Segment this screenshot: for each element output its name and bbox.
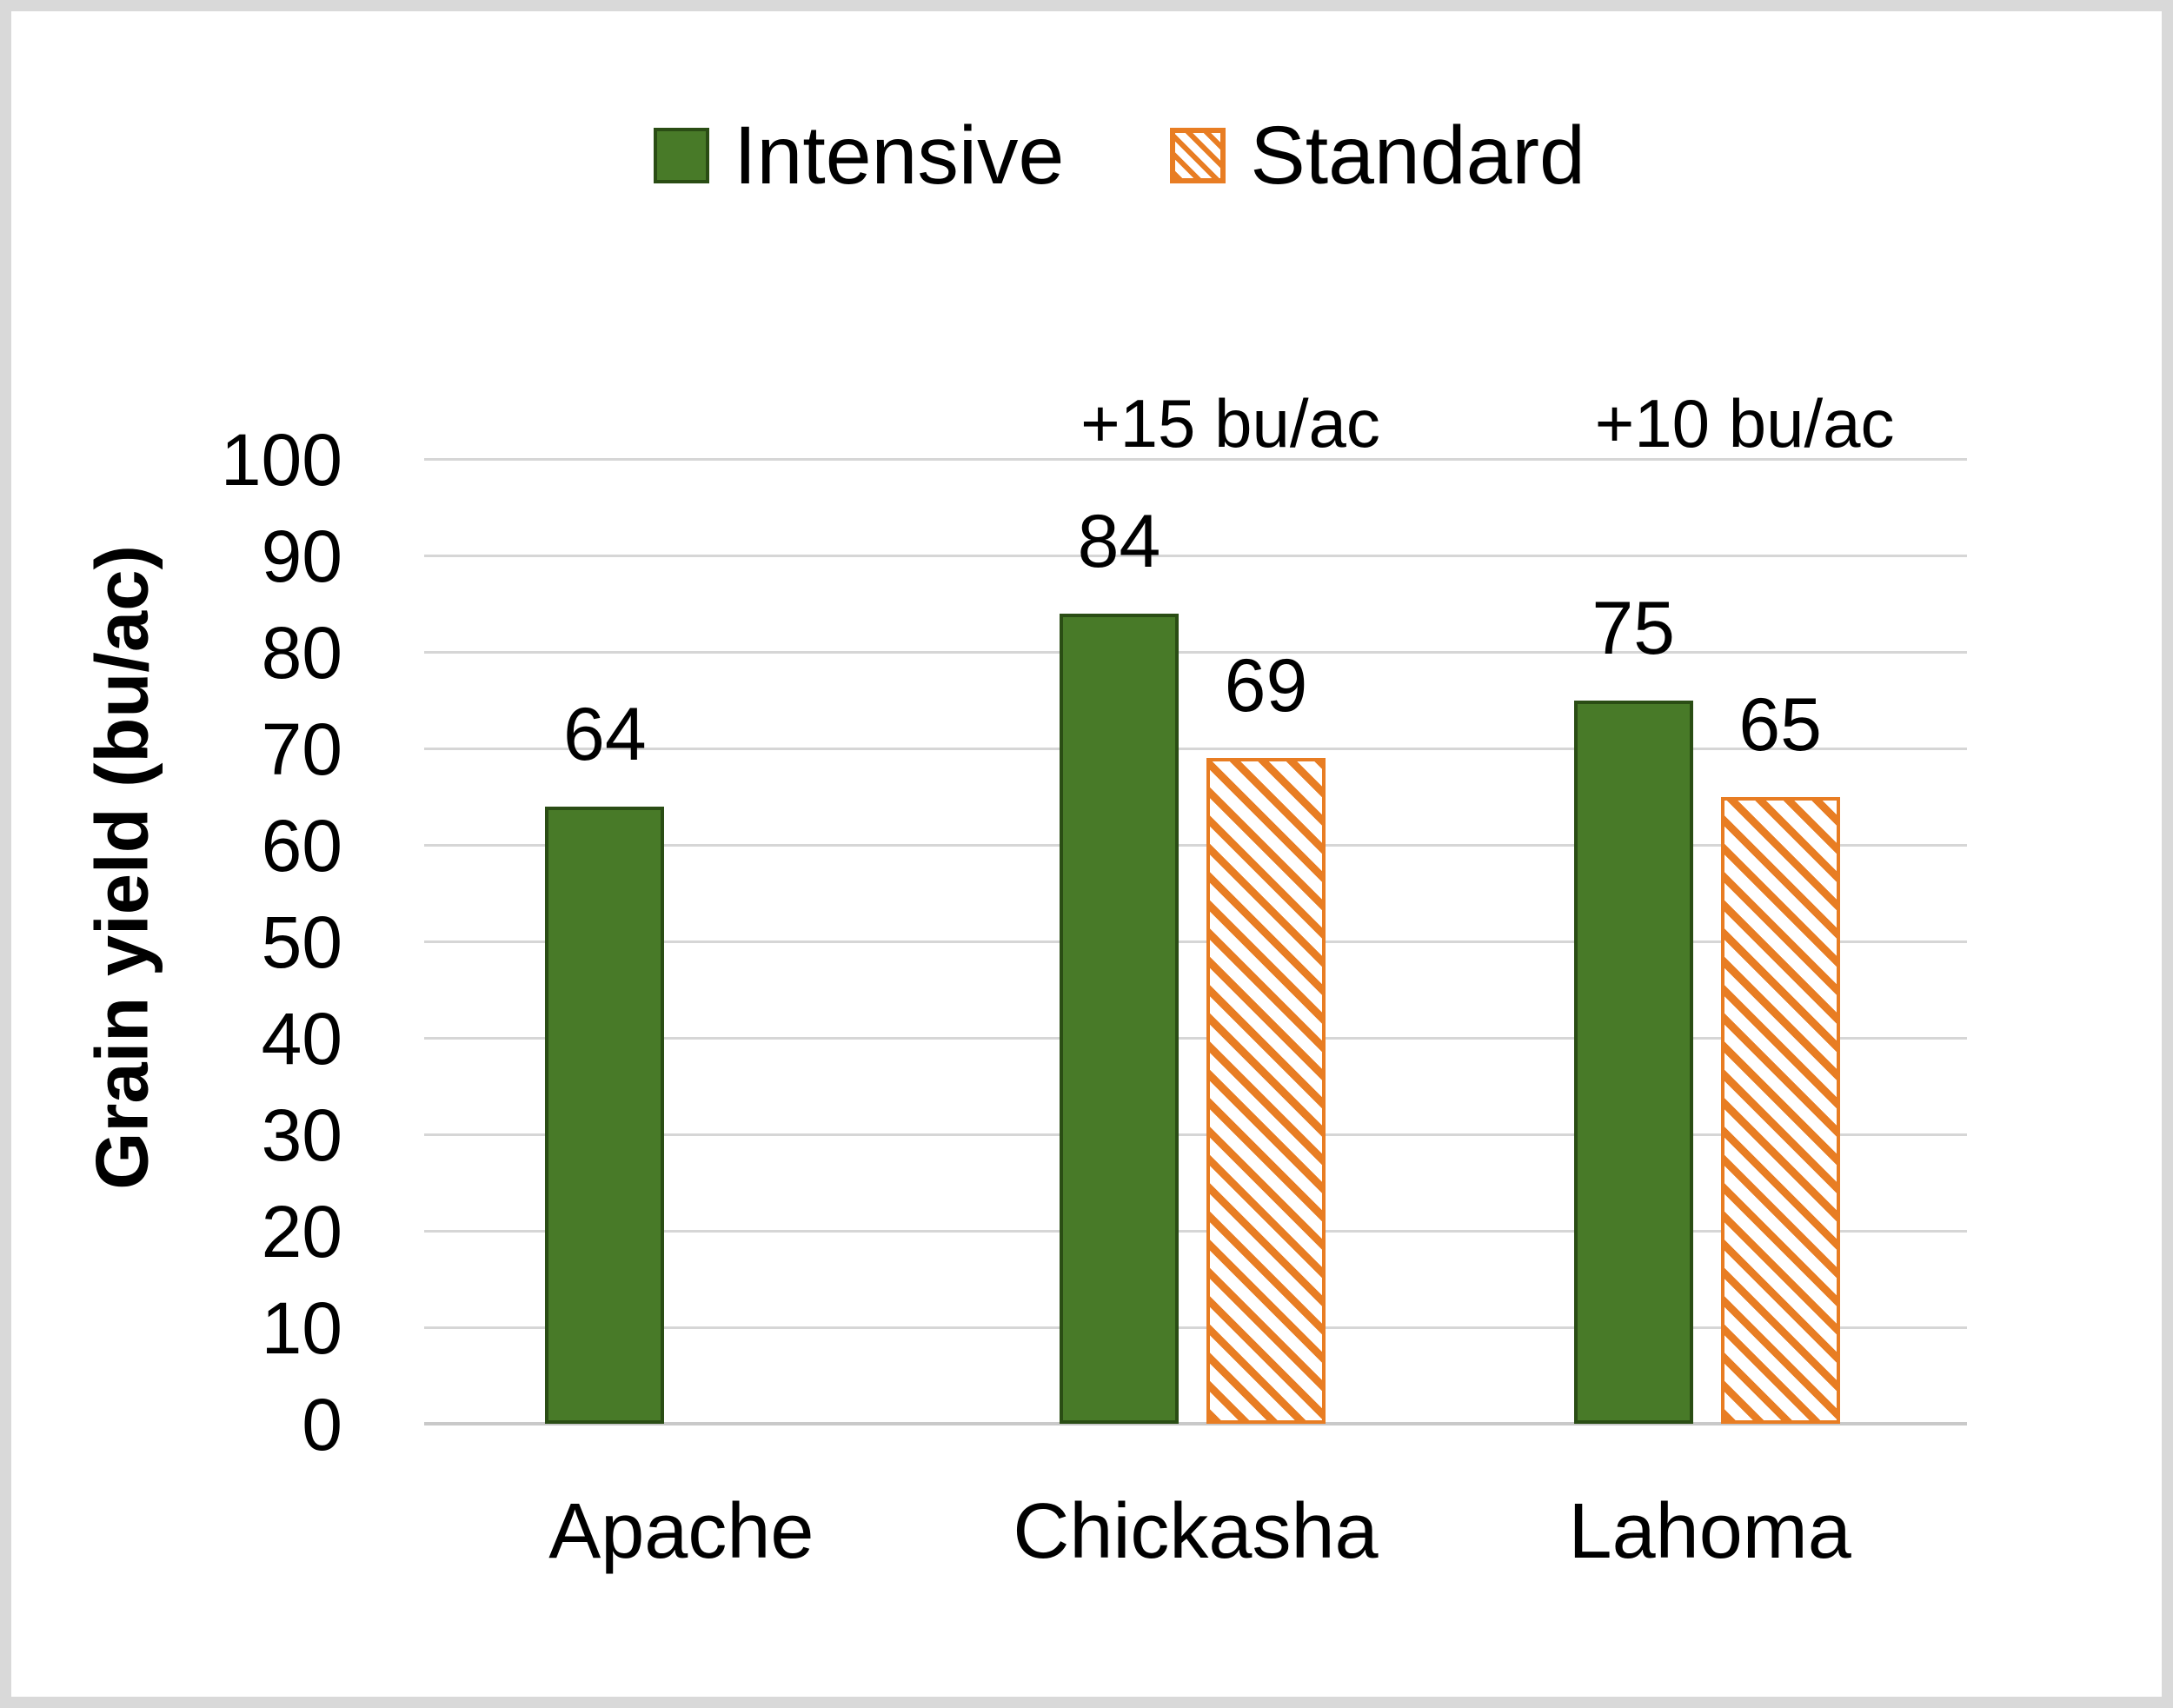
y-tick-40: 40 xyxy=(261,998,342,1080)
x-label-apache: Apache xyxy=(548,1488,814,1575)
annotation-chickasha: +15 bu/ac xyxy=(1080,385,1380,462)
y-tick-80: 80 xyxy=(261,612,342,694)
y-tick-50: 50 xyxy=(261,901,342,983)
y-tick-70: 70 xyxy=(261,708,342,790)
bar-lahoma-standard xyxy=(1720,796,1840,1424)
y-tick-20: 20 xyxy=(261,1191,342,1273)
legend-swatch-standard xyxy=(1170,128,1226,183)
legend-swatch-intensive xyxy=(654,128,710,183)
value-label-chickasha-intensive: 84 xyxy=(1077,499,1161,583)
value-label-lahoma-standard: 65 xyxy=(1738,682,1822,767)
bar-chickasha-intensive xyxy=(1060,613,1179,1424)
gridline-100 xyxy=(424,457,1967,461)
y-tick-60: 60 xyxy=(261,805,342,887)
annotation-lahoma: +10 bu/ac xyxy=(1594,385,1895,462)
value-label-apache-intensive: 64 xyxy=(562,692,647,776)
gridline-40 xyxy=(424,1036,1967,1040)
x-axis-line xyxy=(424,1422,1967,1426)
gridline-80 xyxy=(424,650,1967,654)
gridline-70 xyxy=(424,747,1967,750)
y-tick-100: 100 xyxy=(220,419,342,501)
legend-item-standard: Standard xyxy=(1170,109,1585,202)
gridline-20 xyxy=(424,1229,1967,1233)
plot-area: 64 84 75 69 65 +15 bu/ac +10 bu/ac xyxy=(424,389,1967,1426)
y-tick-10: 10 xyxy=(261,1287,342,1369)
bar-chickasha-standard xyxy=(1206,758,1326,1424)
value-label-lahoma-intensive: 75 xyxy=(1592,586,1675,670)
value-label-chickasha-standard: 69 xyxy=(1224,644,1308,728)
legend-label-intensive: Intensive xyxy=(734,109,1065,202)
gridline-10 xyxy=(424,1326,1967,1329)
bar-lahoma-intensive xyxy=(1573,700,1693,1424)
gridline-60 xyxy=(424,843,1967,847)
legend-label-standard: Standard xyxy=(1250,109,1585,202)
x-label-lahoma: Lahoma xyxy=(1568,1488,1851,1575)
y-tick-30: 30 xyxy=(261,1094,342,1176)
legend-item-intensive: Intensive xyxy=(654,109,1065,202)
x-label-chickasha: Chickasha xyxy=(1013,1488,1379,1575)
legend: Intensive Standard xyxy=(44,105,2162,206)
bar-apache-intensive xyxy=(545,806,665,1424)
gridline-30 xyxy=(424,1133,1967,1136)
y-tick-90: 90 xyxy=(261,515,342,597)
gridline-90 xyxy=(424,554,1967,557)
y-tick-0: 0 xyxy=(302,1384,342,1465)
gridline-50 xyxy=(424,940,1967,943)
